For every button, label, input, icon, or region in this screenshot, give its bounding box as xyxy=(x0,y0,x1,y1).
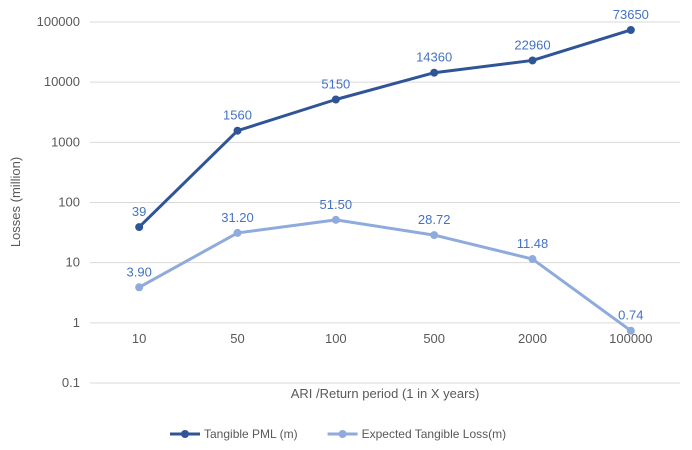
x-tick-label: 100000 xyxy=(609,331,652,346)
y-tick-label: 100000 xyxy=(37,14,80,29)
series-2: 3.90 31.20 51.50 28.72 11.48 0.74 xyxy=(127,197,643,335)
series-group: 39 1560 5150 14360 22960 73650 3.90 31.20 51.50 2… xyxy=(127,7,649,335)
data-label: 31.20 xyxy=(221,210,254,225)
data-point xyxy=(135,283,144,292)
y-tick-label: 100 xyxy=(58,195,80,210)
data-label: 39 xyxy=(132,204,146,219)
x-axis-ticks: 10 50 100 500 2000 100000 xyxy=(132,331,653,346)
y-tick-label: 1 xyxy=(73,315,80,330)
legend-label: Tangible PML (m) xyxy=(204,427,298,441)
x-axis-title: ARI /Return period (1 in X years) xyxy=(291,386,480,401)
x-tick-label: 10 xyxy=(132,331,146,346)
data-label: 28.72 xyxy=(418,212,451,227)
legend-marker xyxy=(338,430,347,438)
x-tick-label: 100 xyxy=(325,331,347,346)
data-point xyxy=(331,95,340,104)
data-point xyxy=(430,231,439,240)
data-point xyxy=(626,25,635,34)
data-point xyxy=(233,228,242,237)
y-axis-ticks: 0.1 1 10 100 1000 10000 100000 xyxy=(37,14,80,390)
data-point xyxy=(528,56,537,65)
data-point xyxy=(331,215,340,224)
data-point xyxy=(430,68,439,77)
series-line xyxy=(138,218,632,332)
y-tick-label: 10000 xyxy=(44,74,80,89)
y-tick-label: 10 xyxy=(66,255,80,270)
y-tick-label: 1000 xyxy=(51,134,80,149)
legend-item: Expected Tangible Loss(m) xyxy=(327,427,507,441)
data-label: 11.48 xyxy=(517,236,549,251)
data-label: 5150 xyxy=(321,77,350,92)
data-point xyxy=(626,326,635,335)
data-label: 3.90 xyxy=(127,264,152,279)
gridlines xyxy=(90,21,680,384)
data-point xyxy=(233,126,242,135)
series-line xyxy=(138,28,632,229)
legend-item: Tangible PML (m) xyxy=(170,427,298,441)
data-label: 22960 xyxy=(514,37,550,52)
x-tick-label: 500 xyxy=(423,331,445,346)
legend: Tangible PML (m) Expected Tangible Loss(m… xyxy=(170,427,506,441)
data-label: 14360 xyxy=(416,50,452,65)
data-label: 73650 xyxy=(613,7,649,22)
data-label: 51.50 xyxy=(320,197,353,212)
y-axis-title: Losses (million) xyxy=(8,157,23,247)
x-tick-label: 50 xyxy=(230,331,244,346)
data-point xyxy=(135,223,144,232)
data-label: 1560 xyxy=(223,108,252,123)
series-1: 39 1560 5150 14360 22960 73650 xyxy=(132,7,649,232)
x-tick-label: 2000 xyxy=(518,331,547,346)
legend-label: Expected Tangible Loss(m) xyxy=(362,427,507,441)
data-label: 0.74 xyxy=(618,308,643,323)
y-tick-label: 0.1 xyxy=(62,375,80,390)
data-point xyxy=(528,255,537,264)
legend-marker xyxy=(181,430,189,438)
